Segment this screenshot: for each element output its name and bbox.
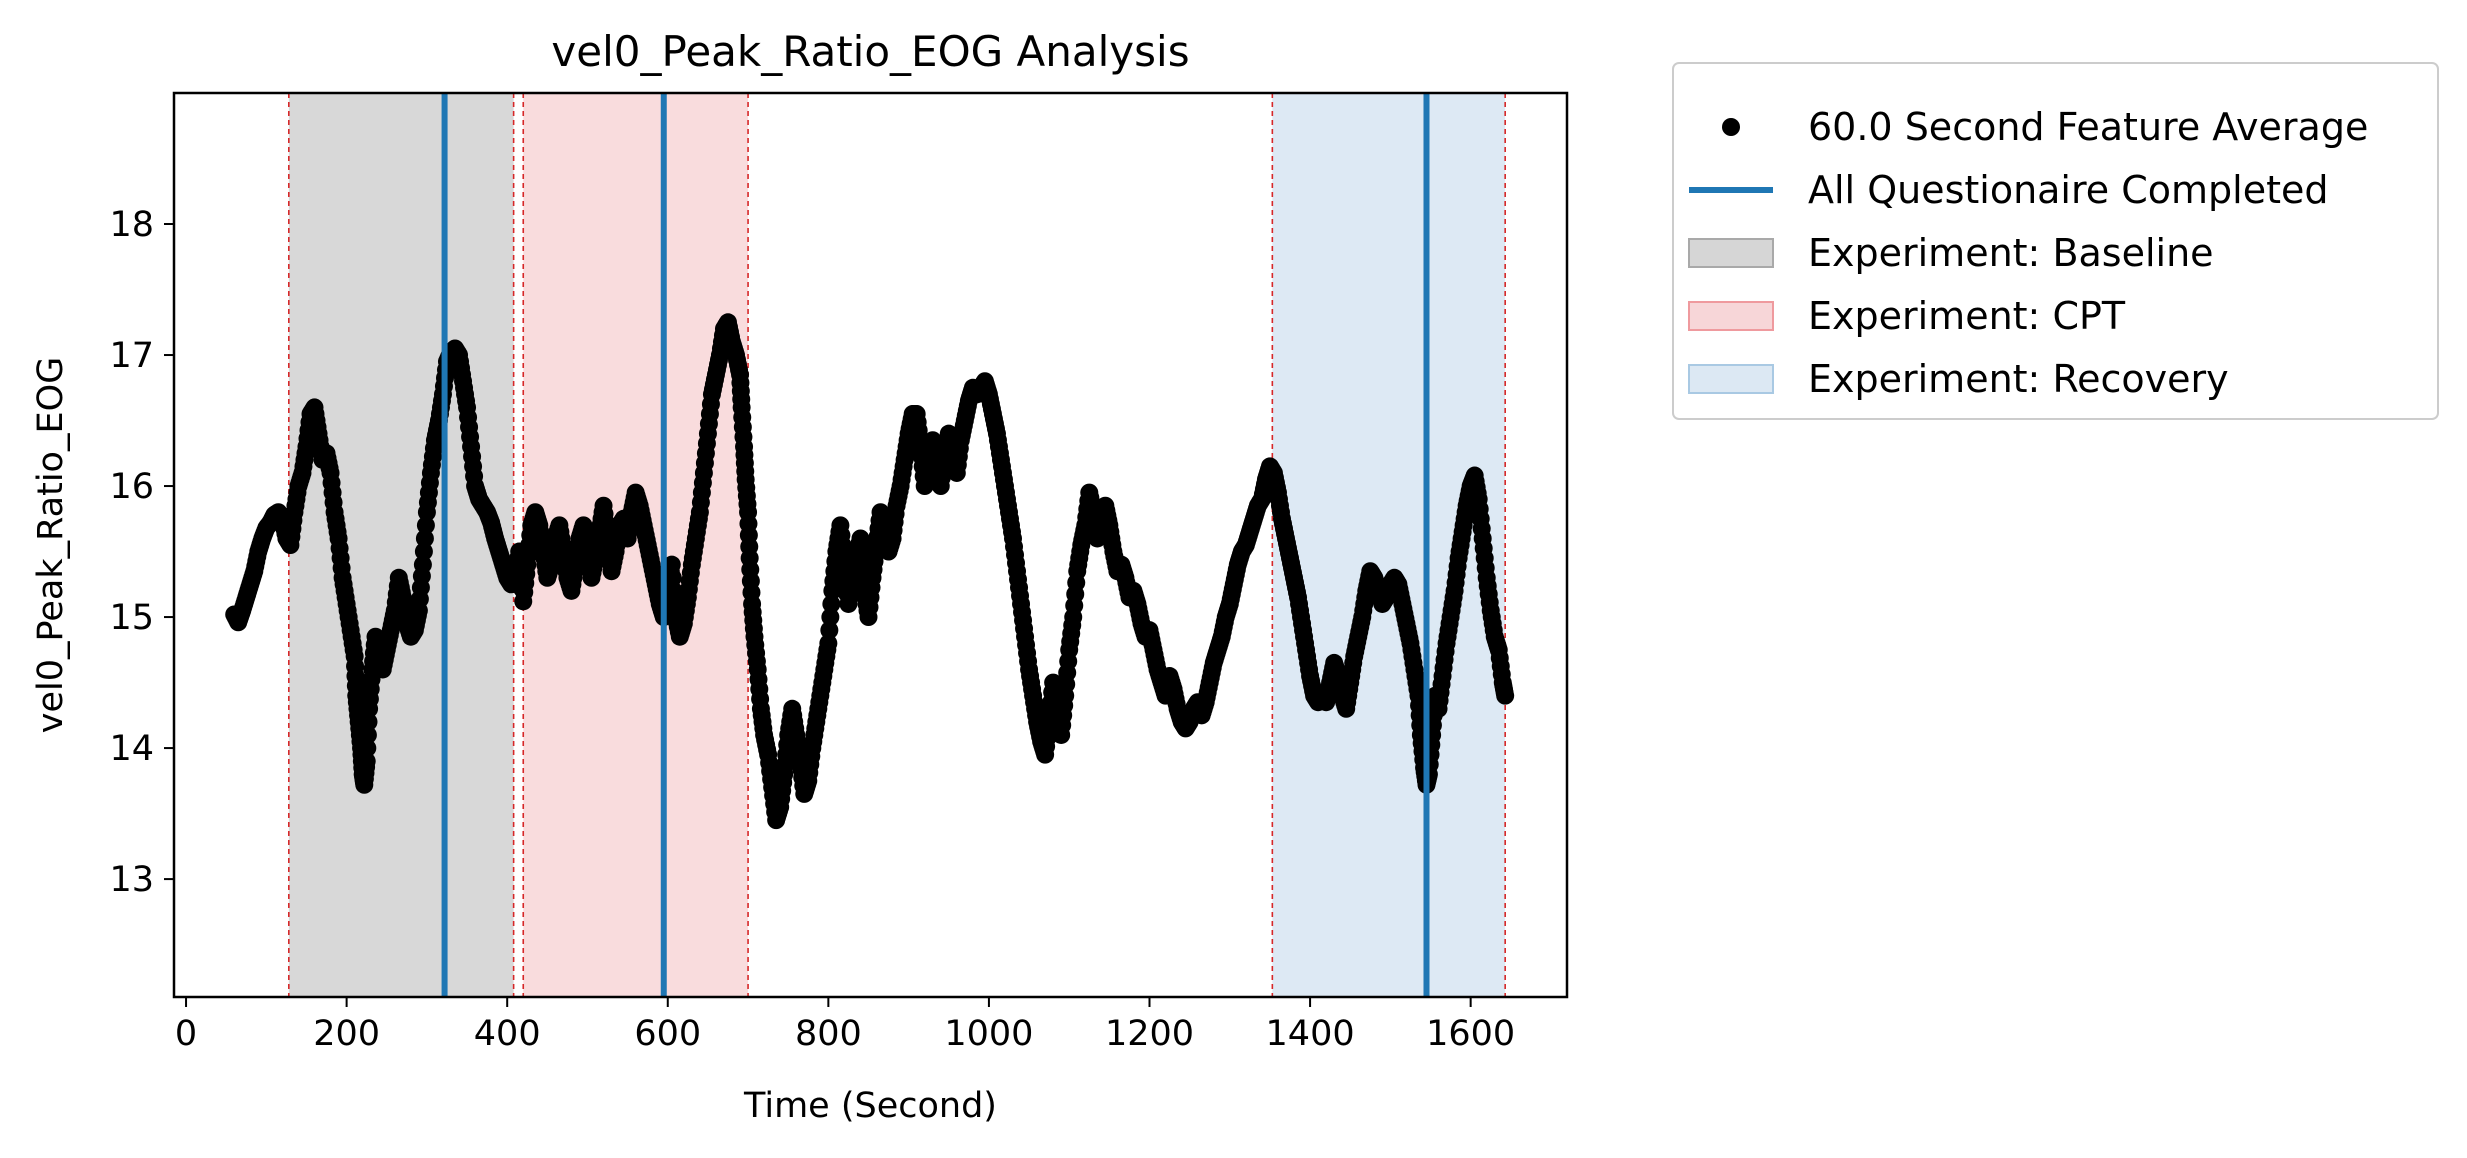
legend-baseline-label: Experiment: Baseline	[1808, 231, 2214, 275]
data-point	[413, 555, 432, 574]
data-point	[662, 555, 681, 574]
y-axis-title: vel0_Peak_Ratio_EOG	[31, 357, 71, 734]
x-tick-label: 600	[634, 1014, 701, 1054]
x-axis-title: Time (Second)	[743, 1086, 997, 1126]
x-tick-label: 1400	[1266, 1014, 1355, 1054]
span-baseline	[288, 93, 514, 997]
y-tick-label: 13	[109, 860, 154, 900]
x-tick-label: 400	[474, 1014, 541, 1054]
x-tick-label: 200	[313, 1014, 380, 1054]
data-point	[820, 621, 839, 640]
legend-cpt-label: Experiment: CPT	[1808, 294, 2126, 338]
span-recovery	[1272, 93, 1506, 997]
data-point	[822, 594, 841, 613]
data-point	[819, 634, 838, 653]
plot-frame	[172, 91, 1569, 999]
x-tick-label: 1600	[1426, 1014, 1515, 1054]
y-tick-label: 16	[109, 467, 154, 507]
legend-questionnaire-label: All Questionaire Completed	[1808, 168, 2329, 212]
y-axis-ticks: 13 14 15 16 17 18	[109, 205, 174, 900]
data-point	[359, 712, 378, 731]
data-point	[663, 568, 682, 587]
legend-feature-average-label: 60.0 Second Feature Average	[1808, 105, 2368, 149]
y-tick-label: 14	[109, 729, 154, 769]
x-tick-label: 800	[795, 1014, 862, 1054]
x-tick-label: 1000	[944, 1014, 1033, 1054]
data-point	[416, 516, 435, 535]
feature-average-points	[225, 313, 1515, 830]
data-point	[852, 542, 871, 561]
legend-feature-average-marker	[1722, 118, 1740, 136]
data-point	[664, 581, 683, 600]
legend: 60.0 Second Feature Average All Questiona…	[1672, 62, 2439, 420]
legend-recovery-marker	[1688, 364, 1774, 394]
legend-recovery-label: Experiment: Recovery	[1808, 357, 2229, 401]
legend-box	[1672, 62, 2439, 420]
y-tick-label: 15	[109, 598, 154, 638]
x-tick-label: 1200	[1105, 1014, 1194, 1054]
questionnaire-lines	[441, 93, 1430, 997]
data-point	[821, 608, 840, 627]
data-point	[358, 725, 377, 744]
x-axis-ticks: 0 200 400 600 800 1000 1200 1400 1600	[175, 997, 1515, 1054]
chart-title: vel0_Peak_Ratio_EOG Analysis	[551, 27, 1189, 76]
data-point	[415, 529, 434, 548]
x-tick-label: 0	[175, 1014, 197, 1054]
y-tick-label: 18	[109, 205, 154, 245]
y-tick-label: 17	[109, 336, 154, 376]
data-point	[357, 752, 376, 771]
legend-cpt-marker	[1688, 301, 1774, 331]
legend-baseline-marker	[1688, 238, 1774, 268]
data-point	[358, 739, 377, 758]
data-point	[1496, 686, 1515, 705]
data-point	[414, 542, 433, 561]
data-point	[851, 529, 870, 548]
